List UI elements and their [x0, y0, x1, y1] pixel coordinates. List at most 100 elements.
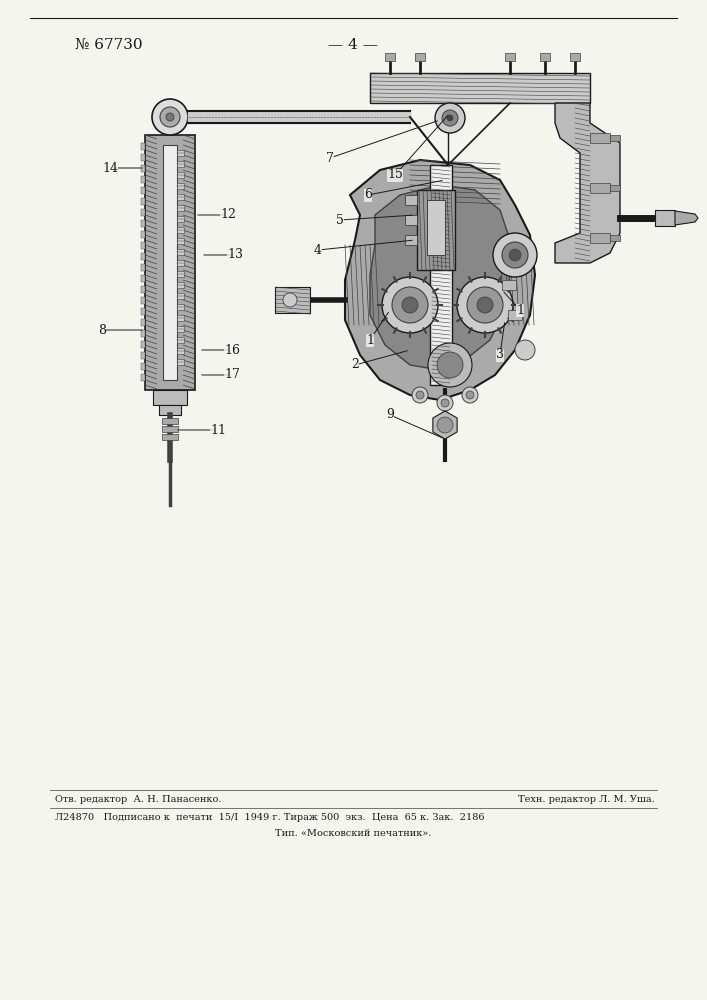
Bar	[141, 209, 145, 216]
Bar	[153, 390, 187, 405]
Bar	[415, 53, 425, 61]
Bar	[177, 194, 184, 200]
Bar	[177, 205, 184, 211]
Text: Техн. редактор Л. М. Уша.: Техн. редактор Л. М. Уша.	[518, 794, 655, 804]
Text: Отв. редактор  А. Н. Панасенко.: Отв. редактор А. Н. Панасенко.	[55, 794, 221, 804]
Bar	[141, 330, 145, 337]
Bar	[141, 198, 145, 205]
Bar	[275, 287, 310, 313]
Bar	[163, 145, 177, 380]
Bar	[177, 304, 184, 310]
Bar	[610, 135, 620, 141]
Bar	[177, 315, 184, 321]
Text: 5: 5	[336, 214, 344, 227]
Bar	[141, 220, 145, 227]
Bar	[417, 190, 455, 270]
Text: Тип. «Московский печатник».: Тип. «Московский печатник».	[275, 828, 431, 838]
Bar	[385, 53, 395, 61]
Bar	[405, 195, 417, 205]
Text: 9: 9	[386, 408, 394, 422]
Bar	[540, 53, 550, 61]
Bar	[141, 264, 145, 271]
Bar	[405, 235, 417, 245]
Circle shape	[382, 277, 438, 333]
Bar	[141, 363, 145, 370]
Bar	[141, 286, 145, 293]
Circle shape	[437, 417, 453, 433]
Bar	[370, 73, 590, 103]
Bar	[141, 187, 145, 194]
Polygon shape	[433, 411, 457, 439]
Bar	[405, 215, 417, 225]
Bar	[141, 308, 145, 315]
Bar	[655, 210, 675, 226]
Polygon shape	[370, 185, 510, 370]
Circle shape	[477, 297, 493, 313]
Circle shape	[416, 391, 424, 399]
Text: — 4 —: — 4 —	[328, 38, 378, 52]
Bar	[177, 227, 184, 233]
Bar	[177, 249, 184, 255]
Text: Л24870   Подписано к  печати  15/I  1949 г. Тираж 500  экз.  Цена  65 к. Зак.  2: Л24870 Подписано к печати 15/I 1949 г. Т…	[55, 812, 484, 822]
Text: 1: 1	[366, 334, 374, 347]
Bar	[177, 183, 184, 189]
Bar	[590, 183, 610, 193]
Bar	[141, 319, 145, 326]
Circle shape	[502, 242, 528, 268]
Circle shape	[152, 99, 188, 135]
Text: 4: 4	[314, 243, 322, 256]
Text: № 67730: № 67730	[75, 38, 143, 52]
Text: 7: 7	[326, 151, 334, 164]
Circle shape	[457, 277, 513, 333]
Bar	[177, 337, 184, 343]
Circle shape	[402, 297, 418, 313]
Circle shape	[441, 399, 449, 407]
Bar	[177, 359, 184, 365]
Circle shape	[160, 107, 180, 127]
Bar	[427, 200, 445, 255]
Circle shape	[435, 103, 465, 133]
Circle shape	[493, 233, 537, 277]
Circle shape	[392, 287, 428, 323]
Bar	[183, 135, 195, 390]
Bar	[141, 253, 145, 260]
Bar	[590, 233, 610, 243]
Circle shape	[447, 115, 453, 121]
Bar	[141, 176, 145, 183]
Bar	[177, 260, 184, 266]
Text: 11: 11	[210, 424, 226, 436]
Circle shape	[466, 391, 474, 399]
Bar	[177, 326, 184, 332]
Text: 8: 8	[98, 324, 106, 336]
Circle shape	[283, 293, 297, 307]
Bar	[141, 352, 145, 359]
Circle shape	[166, 113, 174, 121]
Text: 6: 6	[364, 188, 372, 202]
Text: 2: 2	[351, 359, 359, 371]
Circle shape	[462, 387, 478, 403]
Bar	[141, 242, 145, 249]
Bar	[141, 275, 145, 282]
Circle shape	[437, 352, 463, 378]
Text: 3: 3	[496, 349, 504, 361]
Bar	[177, 238, 184, 244]
Polygon shape	[675, 211, 698, 225]
Bar	[177, 216, 184, 222]
Bar	[177, 282, 184, 288]
Circle shape	[509, 249, 521, 261]
Bar	[610, 235, 620, 241]
Bar	[141, 231, 145, 238]
Bar	[177, 172, 184, 178]
Text: 13: 13	[227, 248, 243, 261]
Bar	[610, 185, 620, 191]
Text: 1: 1	[516, 304, 524, 316]
Bar	[570, 53, 580, 61]
Polygon shape	[345, 160, 535, 400]
Text: 12: 12	[220, 209, 236, 222]
Circle shape	[442, 110, 458, 126]
Bar	[141, 165, 145, 172]
Text: 14: 14	[102, 161, 118, 174]
Bar	[145, 135, 157, 390]
Bar	[141, 143, 145, 150]
Bar	[162, 426, 178, 432]
